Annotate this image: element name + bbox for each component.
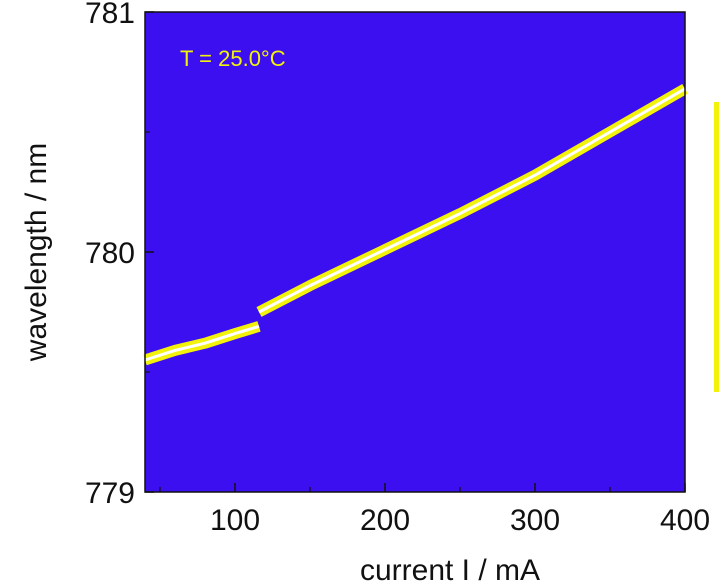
y-axis-label: wavelength / nm [20, 143, 53, 362]
x-axis-label: current I / mA [360, 554, 540, 586]
x-tick-label-100: 100 [210, 504, 260, 537]
axis-ticks [145, 11, 686, 493]
y-tick-label-779: 779 [85, 477, 135, 510]
y-tick-label-781: 781 [85, 0, 135, 30]
colorbar-strip [714, 102, 719, 392]
tick-labels: 100 200 300 400 779 780 781 [85, 0, 710, 537]
x-tick-label-400: 400 [660, 504, 710, 537]
x-tick-label-200: 200 [360, 504, 410, 537]
trace-segment-2-core [258, 87, 686, 314]
plot-area [145, 12, 685, 492]
emission-traces [143, 84, 688, 366]
annotation-temperature: T = 25.0°C [180, 46, 286, 71]
x-tick-label-300: 300 [510, 504, 560, 537]
trace-segment-1-core [144, 324, 260, 362]
y-tick-label-780: 780 [85, 237, 135, 270]
